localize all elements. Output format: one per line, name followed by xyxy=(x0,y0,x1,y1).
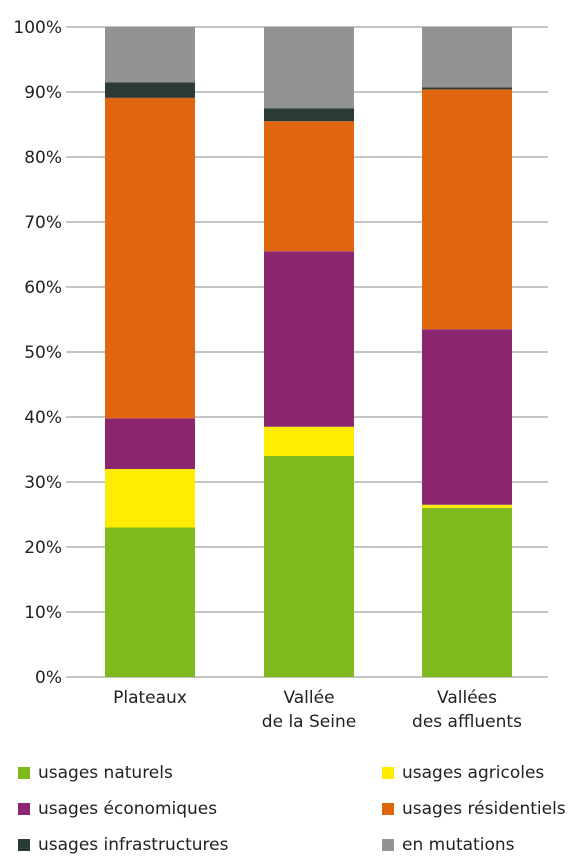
x-category-label-line: Plateaux xyxy=(113,688,187,708)
y-tick-label: 0% xyxy=(35,668,62,688)
bar-segment xyxy=(422,504,512,508)
bar-segment xyxy=(105,82,195,98)
legend-item-usages-agricoles: usages agricoles xyxy=(382,763,544,783)
bar-segment xyxy=(264,27,354,109)
bar-segment xyxy=(105,469,195,528)
y-tick-label: 30% xyxy=(24,473,62,493)
y-tick-label: 50% xyxy=(24,343,62,363)
bar-segment xyxy=(422,89,512,330)
bar-segment xyxy=(105,527,195,677)
bar-segment xyxy=(422,508,512,677)
legend-item-usages-residentiels: usages résidentiels xyxy=(382,799,566,819)
bar-segment xyxy=(264,108,354,122)
y-tick-label: 70% xyxy=(24,213,62,233)
bar-segment xyxy=(264,121,354,252)
y-tick-label: 10% xyxy=(24,603,62,623)
legend-item-en-mutations: en mutations xyxy=(382,835,514,855)
legend-swatch xyxy=(382,839,394,851)
bar-segment xyxy=(105,27,195,83)
legend-swatch xyxy=(18,839,30,851)
bar-segment xyxy=(264,251,354,427)
legend-item-usages-economiques: usages économiques xyxy=(18,799,217,819)
legend-label: usages infrastructures xyxy=(38,835,229,855)
x-category-label: Plateaux xyxy=(113,688,187,708)
x-category-label: Vallées des affluents xyxy=(412,688,522,732)
legend-item-usages-naturels: usages naturels xyxy=(18,763,173,783)
legend-label: usages économiques xyxy=(38,799,218,819)
y-tick-label: 80% xyxy=(24,148,62,168)
x-category-label-line: Vallée xyxy=(283,688,334,708)
y-tick-label: 40% xyxy=(24,408,62,428)
y-tick-label: 20% xyxy=(24,538,62,558)
x-axis-category-labels: Plateaux Vallée de la Seine Vallées des affl… xyxy=(113,688,522,732)
legend-swatch xyxy=(382,767,394,779)
bar-segment xyxy=(422,27,512,88)
legend-label: usages naturels xyxy=(38,763,173,783)
stacked-bar-chart: 0% 10% 20% 30% 40% 50% 60% 70% 80% 90% 100% Platea… xyxy=(13,18,548,732)
legend-label: usages agricoles xyxy=(402,763,545,783)
legend-item-usages-infrastructures: usages infrastructures xyxy=(18,835,228,855)
legend-swatch xyxy=(18,767,30,779)
x-category-label: Vallée de la Seine xyxy=(262,688,356,732)
y-tick-label: 90% xyxy=(24,83,62,103)
bar-segment xyxy=(264,426,354,456)
legend-swatch xyxy=(382,803,394,815)
x-category-label-line: de la Seine xyxy=(262,712,356,732)
legend-swatch xyxy=(18,803,30,815)
x-category-label-line: des affluents xyxy=(412,712,522,732)
y-axis-tick-labels: 0% 10% 20% 30% 40% 50% 60% 70% 80% 90% 100% xyxy=(13,18,62,688)
bar-segment xyxy=(264,456,354,677)
legend-label: en mutations xyxy=(402,835,515,855)
x-category-label-line: Vallées xyxy=(437,688,497,708)
legend-label: usages résidentiels xyxy=(402,799,566,819)
bar-segment xyxy=(105,97,195,419)
y-tick-label: 100% xyxy=(13,18,62,38)
bar-segment xyxy=(422,87,512,90)
bar-segment xyxy=(422,329,512,505)
bars xyxy=(105,27,512,677)
y-tick-label: 60% xyxy=(24,278,62,298)
bar-segment xyxy=(105,418,195,469)
